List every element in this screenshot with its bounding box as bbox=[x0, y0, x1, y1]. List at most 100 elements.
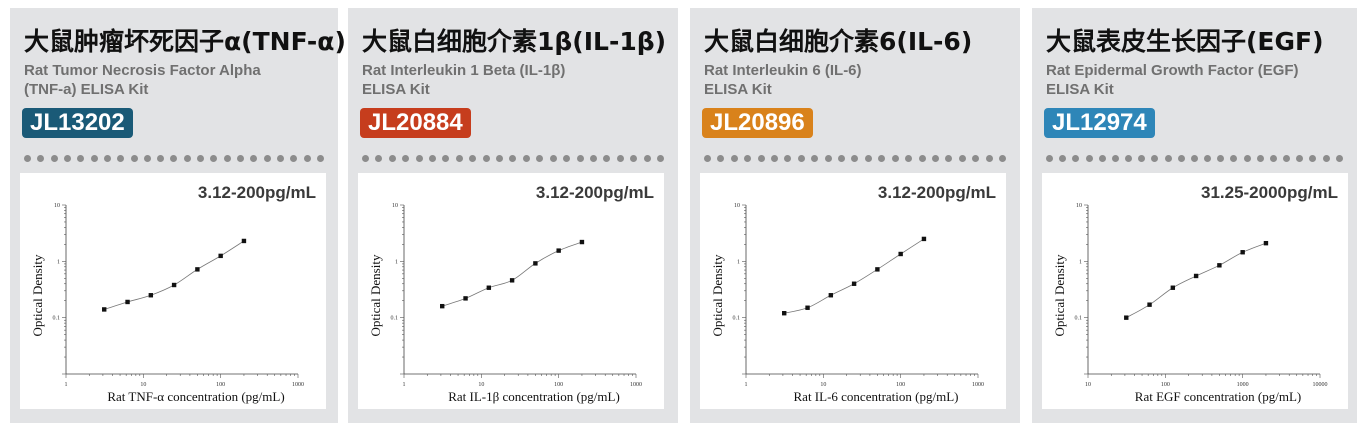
x-tick-label: 100 bbox=[554, 382, 563, 388]
subtitle-line: (TNF-a) ELISA Kit bbox=[24, 81, 149, 98]
y-tick-label: 1 bbox=[1079, 259, 1082, 265]
detection-range: 31.25-2000pg/mL bbox=[1200, 183, 1338, 202]
divider-dot bbox=[576, 154, 584, 162]
divider-dot bbox=[1098, 154, 1106, 162]
divider-dot bbox=[24, 154, 31, 162]
data-point bbox=[440, 303, 445, 309]
divider-dot bbox=[603, 154, 611, 162]
y-tick-label: 10 bbox=[734, 203, 740, 209]
x-tick-label: 1000 bbox=[972, 382, 984, 388]
divider-dot bbox=[1072, 154, 1080, 162]
dot-divider bbox=[24, 153, 324, 163]
divider-dot bbox=[1164, 154, 1172, 162]
divider-dot bbox=[1217, 154, 1225, 162]
curve-plot-svg: 10 1 0.1 1 10 100 1000 Rat IL-1β concentration … bbox=[368, 203, 642, 404]
data-point bbox=[218, 253, 223, 259]
subtitle-line: Rat Interleukin 1 Beta (IL-1β) bbox=[362, 62, 566, 79]
data-point bbox=[102, 307, 107, 312]
x-tick-label: 100 bbox=[1161, 382, 1170, 388]
divider-dot bbox=[237, 154, 244, 162]
product-panel: 大鼠白细胞介素1β(IL-1β) Rat Interleukin 1 Beta … bbox=[348, 8, 678, 423]
divider-dot bbox=[838, 154, 846, 162]
product-panel: 大鼠表皮生长因子(EGF) Rat Epidermal Growth Factor… bbox=[1032, 8, 1357, 423]
divider-dot bbox=[985, 154, 993, 162]
product-subtitle: Rat Tumor Necrosis Factor Alpha (TNF-a) E… bbox=[24, 61, 261, 99]
y-axis-title: Optical Density bbox=[710, 254, 725, 336]
y-tick-label: 1 bbox=[57, 259, 60, 265]
y-tick-label: 0.1 bbox=[1075, 316, 1083, 322]
product-panel: 大鼠白细胞介素6(IL-6) Rat Interleukin 6 (IL-6) EL… bbox=[690, 8, 1020, 423]
divider-dot bbox=[972, 154, 980, 162]
curve-plot-svg: 10 1 0.1 1 10 100 1000 Rat TNF-α concentration … bbox=[30, 203, 304, 404]
fit-curve bbox=[784, 238, 925, 314]
detection-range: 3.12-200pg/mL bbox=[877, 183, 996, 202]
divider-dot bbox=[455, 154, 463, 162]
data-point bbox=[1263, 240, 1269, 246]
divider-dot bbox=[250, 154, 258, 162]
divider-dot bbox=[388, 154, 396, 162]
divider-dot bbox=[63, 154, 71, 162]
x-tick-label: 1 bbox=[745, 382, 748, 388]
divider-dot bbox=[998, 154, 1006, 162]
product-subtitle: Rat Interleukin 6 (IL-6) ELISA Kit bbox=[704, 61, 862, 99]
divider-dot bbox=[864, 154, 872, 162]
y-axis-title: Optical Density bbox=[1052, 254, 1067, 336]
x-tick-label: 1000 bbox=[1237, 382, 1249, 388]
divider-dot bbox=[303, 154, 311, 162]
x-tick-label: 1 bbox=[403, 382, 406, 388]
divider-dot bbox=[290, 154, 298, 162]
catalog-badge: JL20896 bbox=[702, 108, 813, 138]
divider-dot bbox=[143, 154, 151, 162]
y-tick-label: 0.1 bbox=[391, 316, 399, 322]
x-tick-label: 1 bbox=[65, 382, 68, 388]
divider-dot bbox=[1125, 154, 1133, 162]
dot-divider bbox=[362, 153, 664, 163]
data-point bbox=[486, 285, 492, 290]
x-tick-label: 10 bbox=[478, 382, 484, 388]
divider-dot bbox=[1296, 154, 1304, 162]
x-axis-title: Rat IL-1β concentration (pg/mL) bbox=[448, 389, 620, 404]
fit-curve bbox=[442, 241, 583, 307]
divider-dot bbox=[316, 154, 324, 162]
catalog-badge: JL13202 bbox=[22, 108, 133, 138]
divider-dot bbox=[170, 154, 178, 162]
divider-dot bbox=[1269, 154, 1277, 162]
divider-dot bbox=[442, 154, 450, 162]
data-point bbox=[195, 267, 200, 272]
fit-curve bbox=[1126, 242, 1267, 319]
product-title: 大鼠白细胞介素6(IL-6) bbox=[704, 27, 973, 56]
divider-dot bbox=[469, 154, 477, 162]
divider-dot bbox=[429, 154, 437, 162]
divider-dot bbox=[945, 154, 953, 162]
divider-dot bbox=[757, 154, 765, 162]
divider-dot bbox=[811, 154, 819, 162]
divider-dot bbox=[730, 154, 738, 162]
data-point bbox=[898, 251, 903, 257]
standard-curve-chart: 3.12-200pg/mL 10 1 0.1 1 10 100 1000 Rat TNF-α c… bbox=[20, 173, 326, 409]
data-point bbox=[1124, 315, 1129, 320]
divider-dot bbox=[1151, 154, 1159, 162]
x-axis-title: Rat IL-6 concentration (pg/mL) bbox=[794, 389, 959, 404]
divider-dot bbox=[931, 154, 939, 162]
x-axis-title: Rat EGF concentration (pg/mL) bbox=[1135, 389, 1301, 404]
standard-curve-chart: 3.12-200pg/mL 10 1 0.1 1 10 100 1000 Rat IL-1β c… bbox=[358, 173, 664, 409]
divider-dot bbox=[1283, 154, 1291, 162]
divider-dot bbox=[1190, 154, 1198, 162]
detection-range: 3.12-200pg/mL bbox=[535, 183, 654, 202]
data-point bbox=[1193, 273, 1199, 279]
divider-dot bbox=[482, 154, 490, 162]
x-tick-label: 10000 bbox=[1313, 382, 1328, 388]
fit-curve bbox=[104, 240, 245, 310]
product-subtitle: Rat Epidermal Growth Factor (EGF) ELISA K… bbox=[1046, 61, 1299, 99]
subtitle-line: Rat Epidermal Growth Factor (EGF) bbox=[1046, 62, 1299, 79]
divider-dot bbox=[851, 154, 859, 162]
data-point bbox=[241, 238, 247, 244]
x-tick-label: 10 bbox=[820, 382, 826, 388]
y-axis-title: Optical Density bbox=[30, 254, 45, 336]
divider-dot bbox=[1111, 154, 1119, 162]
subtitle-line: Rat Interleukin 6 (IL-6) bbox=[704, 62, 862, 79]
data-point bbox=[782, 311, 787, 316]
data-point bbox=[171, 282, 177, 288]
divider-dot bbox=[90, 154, 98, 162]
product-title: 大鼠白细胞介素1β(IL-1β) bbox=[362, 27, 667, 56]
